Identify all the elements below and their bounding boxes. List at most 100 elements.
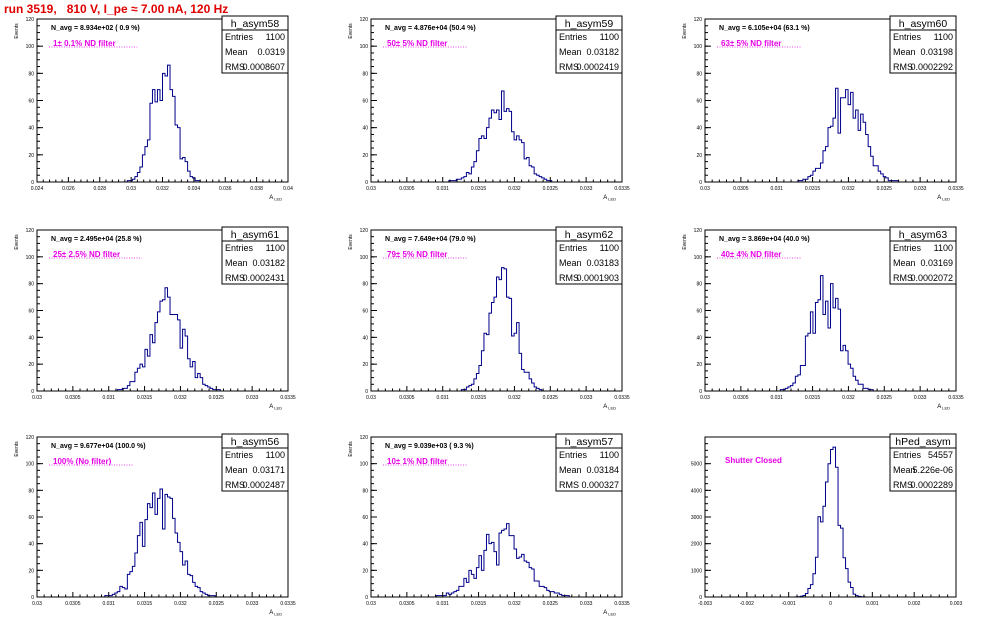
x-tick-label: 0.032 <box>156 186 169 192</box>
y-tick-label: 100 <box>360 255 369 261</box>
y-tick-label: 60 <box>362 515 368 521</box>
x-tick-label: 0.0335 <box>280 601 296 607</box>
stats-entries-label: Entries <box>893 243 922 253</box>
y-tick-label: 20 <box>696 153 702 159</box>
y-tick-label: 100 <box>694 44 703 50</box>
y-tick-label: 120 <box>26 228 35 234</box>
x-tick-label: 0.026 <box>62 186 75 192</box>
y-tick-label: 0 <box>365 389 368 395</box>
stats-mean-value: 0.03183 <box>586 258 619 268</box>
stats-entries-value: 1100 <box>266 450 285 460</box>
x-axis-title: ALED <box>269 610 282 617</box>
y-tick-label: 120 <box>360 17 369 23</box>
y-tick-label: 120 <box>360 435 369 441</box>
stats-box: h_asym63 Entries 1100 Mean 0.03169 RMS0.00020… <box>889 226 957 285</box>
stats-mean-label: Mean <box>559 258 582 268</box>
stats-box: h_asym58 Entries 1100 Mean 0.0319 RMS0.000860… <box>221 15 289 74</box>
y-tick-label: 120 <box>694 17 703 23</box>
histogram-line <box>705 87 956 183</box>
y-tick-label: 80 <box>696 71 702 77</box>
y-tick-label: 60 <box>362 309 368 315</box>
y-tick-label: 100 <box>694 255 703 261</box>
y-tick-label: 0 <box>699 389 702 395</box>
y-tick-label: 0 <box>31 595 34 601</box>
x-tick-label: 0.031 <box>770 186 783 192</box>
stats-box: h_asym62 Entries 1100 Mean 0.03183 RMS0.00019… <box>555 226 623 285</box>
x-tick-label: 0.0305 <box>65 601 81 607</box>
x-tick-label: 0.028 <box>93 186 106 192</box>
stats-title: h_asym60 <box>899 18 948 30</box>
stats-box: h_asym61 Entries 1100 Mean 0.03182 RMS0.00024… <box>221 226 289 285</box>
x-axis-title: ALED <box>269 404 282 411</box>
stats-title: h_asym58 <box>231 18 280 30</box>
x-tick-label: 0.0335 <box>948 395 964 401</box>
filter-label: Shutter Closed <box>725 456 782 465</box>
x-tick-label: -0.001 <box>782 601 796 607</box>
x-tick-label: 0.001 <box>866 601 879 607</box>
y-tick-label: 40 <box>696 335 702 341</box>
x-tick-label: 0.0305 <box>399 601 415 607</box>
x-tick-label: 0.024 <box>31 186 44 192</box>
navg-label: N_avg = 7.649e+04 (79.0 %) <box>385 236 476 243</box>
y-axis-title: Events <box>14 234 20 250</box>
navg-label: N_avg = 6.105e+04 (63.1 %) <box>719 25 810 32</box>
stats-box-frame <box>889 433 957 492</box>
x-tick-label: 0.033 <box>580 186 593 192</box>
y-tick-label: 60 <box>696 99 702 105</box>
stats-entries-value: 1100 <box>600 32 619 42</box>
stats-entries-label: Entries <box>893 32 922 42</box>
x-tick-label: 0.0305 <box>399 186 415 192</box>
y-axis-title: Events <box>682 23 688 39</box>
filter-label: 50± 5% ND filter <box>387 39 447 48</box>
histogram-panel-h_asym61: 0.03 0.0305 0.031 0.0315 0.032 0.0325 0.033 0.0… <box>14 226 296 411</box>
x-tick-label: 0.0305 <box>733 186 749 192</box>
x-tick-label: 0.032 <box>508 395 521 401</box>
histogram-panel-hPed_asym: -0.003 -0.002 -0.001 0 0.001 0.002 0.003 0 1000 2… <box>691 433 963 607</box>
y-tick-label: 20 <box>362 153 368 159</box>
x-tick-label: 0.0325 <box>209 395 225 401</box>
stats-mean-label: Mean <box>225 47 248 57</box>
x-tick-label: 0.0305 <box>733 395 749 401</box>
stats-rms-value: 0.0002431 <box>242 273 285 283</box>
stats-box: h_asym60 Entries 1100 Mean 0.03198 RMS0.00022… <box>889 15 957 74</box>
histogram-panel-h_asym58: 0.024 0.026 0.028 0.03 0.032 0.034 0.036 0.038 0… <box>14 15 293 202</box>
y-tick-label: 60 <box>28 99 34 105</box>
stats-box-frame <box>555 15 623 74</box>
x-tick-label: 0.032 <box>174 601 187 607</box>
stats-rms-value: 0.0002289 <box>910 480 953 490</box>
stats-box: h_asym57 Entries 1100 Mean 0.03184 RMS 0.00032… <box>555 433 623 492</box>
y-tick-label: 80 <box>28 488 34 494</box>
x-tick-label: 0.002 <box>908 601 921 607</box>
x-tick-label: 0.031 <box>436 395 449 401</box>
y-tick-label: 20 <box>28 568 34 574</box>
y-tick-label: 0 <box>365 595 368 601</box>
x-tick-label: 0.038 <box>250 186 263 192</box>
x-tick-label: 0.03 <box>700 186 710 192</box>
stats-title: h_asym56 <box>231 436 280 448</box>
x-tick-label: 0.0325 <box>543 395 559 401</box>
x-tick-label: 0.03 <box>126 186 136 192</box>
x-tick-label: 0.04 <box>283 186 293 192</box>
stats-mean-value: 5.226e-06 <box>912 465 953 475</box>
x-tick-label: 0.031 <box>436 601 449 607</box>
stats-entries-label: Entries <box>559 32 588 42</box>
x-tick-label: 0.032 <box>508 601 521 607</box>
x-tick-label: 0.003 <box>950 601 963 607</box>
x-tick-label: 0.031 <box>102 601 115 607</box>
y-tick-label: 20 <box>362 362 368 368</box>
navg-label: N_avg = 9.677e+04 (100.0 %) <box>51 443 146 450</box>
x-tick-label: 0 <box>829 601 832 607</box>
histogram-line <box>371 523 622 598</box>
filter-label: 25± 2.5% ND filter <box>53 250 120 259</box>
stats-rms-value: 0.0008607 <box>242 62 285 72</box>
x-tick-label: 0.036 <box>219 186 232 192</box>
stats-mean-value: 0.03198 <box>920 47 953 57</box>
y-tick-label: 5000 <box>691 462 702 468</box>
stats-entries-label: Entries <box>893 450 922 460</box>
stats-mean-label: Mean <box>225 258 248 268</box>
x-tick-label: 0.031 <box>770 395 783 401</box>
x-tick-label: 0.0335 <box>948 186 964 192</box>
x-tick-label: 0.031 <box>436 186 449 192</box>
x-tick-label: 0.0335 <box>614 186 630 192</box>
